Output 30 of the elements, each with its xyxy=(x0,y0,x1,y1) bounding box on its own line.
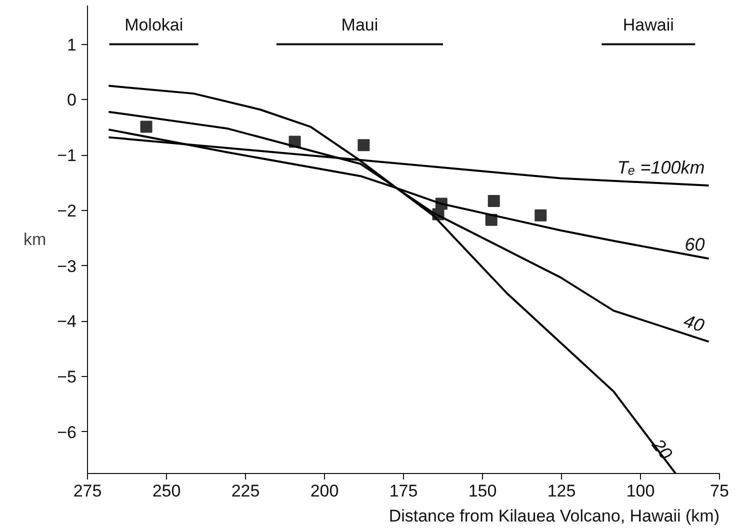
x-tick-label: 175 xyxy=(389,482,418,500)
y-tick-label: −2 xyxy=(57,201,77,220)
x-tick-label: 250 xyxy=(152,482,181,500)
y-tick-label: 0 xyxy=(67,90,77,110)
x-axis-title: Distance from Kilauea Volcano, Hawaii (km) xyxy=(388,506,720,526)
y-tick-label: −3 xyxy=(57,256,77,276)
y-axis-title: km xyxy=(23,230,46,249)
y-tick-label: −1 xyxy=(57,146,77,166)
x-tick-label: 200 xyxy=(310,482,339,500)
series-label: Maui xyxy=(341,15,378,34)
x-tick-label: 225 xyxy=(231,482,260,500)
point xyxy=(534,209,547,222)
series-label: Tₑ =100km xyxy=(617,158,705,178)
x-tick-label: 75 xyxy=(710,482,729,500)
x-tick-label: 100 xyxy=(626,482,655,500)
text: 20 xyxy=(648,434,676,464)
y-tick-label: −4 xyxy=(57,312,77,332)
x-tick-label: 150 xyxy=(468,482,497,500)
point xyxy=(140,120,152,133)
x-tick-label: 125 xyxy=(547,482,576,500)
y-tick-label: 1 xyxy=(67,35,77,54)
x-tick-label: 275 xyxy=(73,482,102,500)
series-label: Hawaii xyxy=(622,15,674,34)
text: 40 xyxy=(681,310,707,336)
series-label: Molokai xyxy=(124,15,184,34)
y-tick-label: −6 xyxy=(57,422,77,442)
y-tick-label: −5 xyxy=(57,368,77,387)
point xyxy=(358,139,370,152)
series-label: 60 xyxy=(684,234,705,255)
point xyxy=(488,195,500,208)
